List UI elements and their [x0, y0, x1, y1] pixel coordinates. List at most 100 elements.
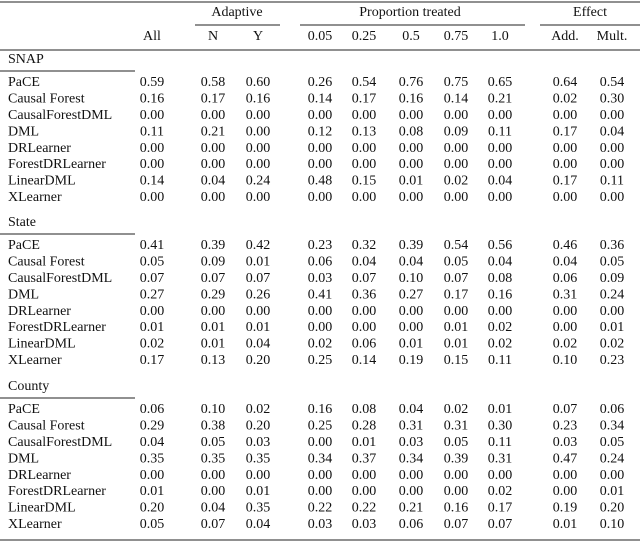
cell: 0.16 — [308, 402, 333, 417]
cell: 0.05 — [600, 255, 625, 270]
cell: 0.04 — [246, 337, 271, 352]
column-header: Add. — [551, 29, 579, 44]
cell: 0.00 — [399, 484, 424, 499]
cell: 0.07 — [140, 271, 165, 286]
row-label: PaCE — [8, 402, 40, 417]
cell: 0.00 — [444, 108, 469, 123]
cell: 0.00 — [201, 484, 226, 499]
cell: 0.01 — [246, 255, 271, 270]
cell: 0.21 — [399, 501, 424, 516]
column-header: All — [143, 29, 161, 44]
cell: 0.00 — [140, 141, 165, 156]
row-label: CausalForestDML — [8, 271, 112, 286]
cell: 0.59 — [140, 75, 165, 90]
cell: 0.07 — [553, 402, 578, 417]
cell: 0.35 — [201, 451, 226, 466]
cell: 0.00 — [488, 190, 513, 205]
cell: 0.04 — [201, 501, 226, 516]
cell: 0.11 — [488, 124, 512, 139]
cell: 0.06 — [140, 402, 165, 417]
cell: 0.29 — [140, 419, 165, 434]
cell: 0.00 — [488, 304, 513, 319]
cell: 0.00 — [352, 141, 377, 156]
cell: 0.03 — [399, 435, 424, 450]
cell: 0.04 — [399, 255, 424, 270]
cell: 0.65 — [488, 75, 513, 90]
cell: 0.24 — [600, 451, 625, 466]
row-label: LinearDML — [8, 174, 76, 189]
cell: 0.48 — [308, 174, 333, 189]
cell: 0.02 — [444, 174, 469, 189]
cell: 0.01 — [246, 320, 271, 335]
cell: 0.00 — [488, 157, 513, 172]
cell: 0.75 — [444, 75, 469, 90]
column-header: Mult. — [597, 29, 628, 44]
row-label: DML — [8, 451, 39, 466]
cell: 0.16 — [488, 287, 513, 302]
cell: 0.00 — [308, 190, 333, 205]
cell: 0.01 — [201, 320, 226, 335]
cell: 0.04 — [399, 402, 424, 417]
column-header: 0.25 — [352, 29, 377, 44]
row-label: ForestDRLearner — [8, 484, 106, 499]
cell: 0.07 — [488, 517, 513, 532]
cell: 0.06 — [308, 255, 333, 270]
cell: 0.30 — [600, 92, 625, 107]
cell: 0.08 — [488, 271, 513, 286]
row-label: CausalForestDML — [8, 435, 112, 450]
cell: 0.09 — [444, 124, 469, 139]
cell: 0.07 — [246, 271, 271, 286]
cell: 0.00 — [553, 484, 578, 499]
cell: 0.26 — [308, 75, 333, 90]
row-label: DRLearner — [8, 141, 71, 156]
cell: 0.04 — [488, 174, 513, 189]
cell: 0.02 — [140, 337, 165, 352]
cell: 0.00 — [399, 141, 424, 156]
cell: 0.17 — [553, 124, 578, 139]
cell: 0.04 — [201, 174, 226, 189]
cell: 0.01 — [444, 337, 469, 352]
cell: 0.13 — [352, 124, 377, 139]
cell: 0.02 — [444, 402, 469, 417]
cell: 0.04 — [352, 255, 377, 270]
cell: 0.16 — [246, 92, 271, 107]
cell: 0.05 — [444, 435, 469, 450]
cell: 0.27 — [399, 287, 424, 302]
cell: 0.00 — [308, 157, 333, 172]
cell: 0.07 — [444, 271, 469, 286]
cell: 0.76 — [399, 75, 424, 90]
cell: 0.00 — [246, 468, 271, 483]
cell: 0.00 — [399, 320, 424, 335]
cell: 0.00 — [553, 141, 578, 156]
cell: 0.00 — [246, 108, 271, 123]
section-title: County — [8, 379, 49, 394]
cell: 0.11 — [488, 435, 512, 450]
group-header: Adaptive — [211, 5, 262, 20]
cell: 0.00 — [444, 468, 469, 483]
cell: 0.08 — [399, 124, 424, 139]
cell: 0.11 — [488, 353, 512, 368]
cell: 0.16 — [140, 92, 165, 107]
cell: 0.24 — [600, 287, 625, 302]
cell: 0.27 — [140, 287, 165, 302]
cell: 0.01 — [600, 484, 625, 499]
cell: 0.16 — [444, 501, 469, 516]
column-header: 1.0 — [491, 29, 509, 44]
cell: 0.00 — [308, 435, 333, 450]
cell: 0.39 — [201, 238, 226, 253]
cell: 0.25 — [308, 419, 333, 434]
column-header: N — [208, 29, 218, 44]
cell: 0.20 — [246, 353, 271, 368]
cell: 0.35 — [246, 451, 271, 466]
cell: 0.01 — [201, 337, 226, 352]
column-header: 0.75 — [444, 29, 469, 44]
cell: 0.17 — [140, 353, 165, 368]
cell: 0.00 — [600, 108, 625, 123]
cell: 0.31 — [399, 419, 424, 434]
cell: 0.02 — [488, 484, 513, 499]
cell: 0.13 — [201, 353, 226, 368]
row-label: PaCE — [8, 238, 40, 253]
cell: 0.16 — [399, 92, 424, 107]
cell: 0.10 — [553, 353, 578, 368]
cell: 0.00 — [488, 141, 513, 156]
